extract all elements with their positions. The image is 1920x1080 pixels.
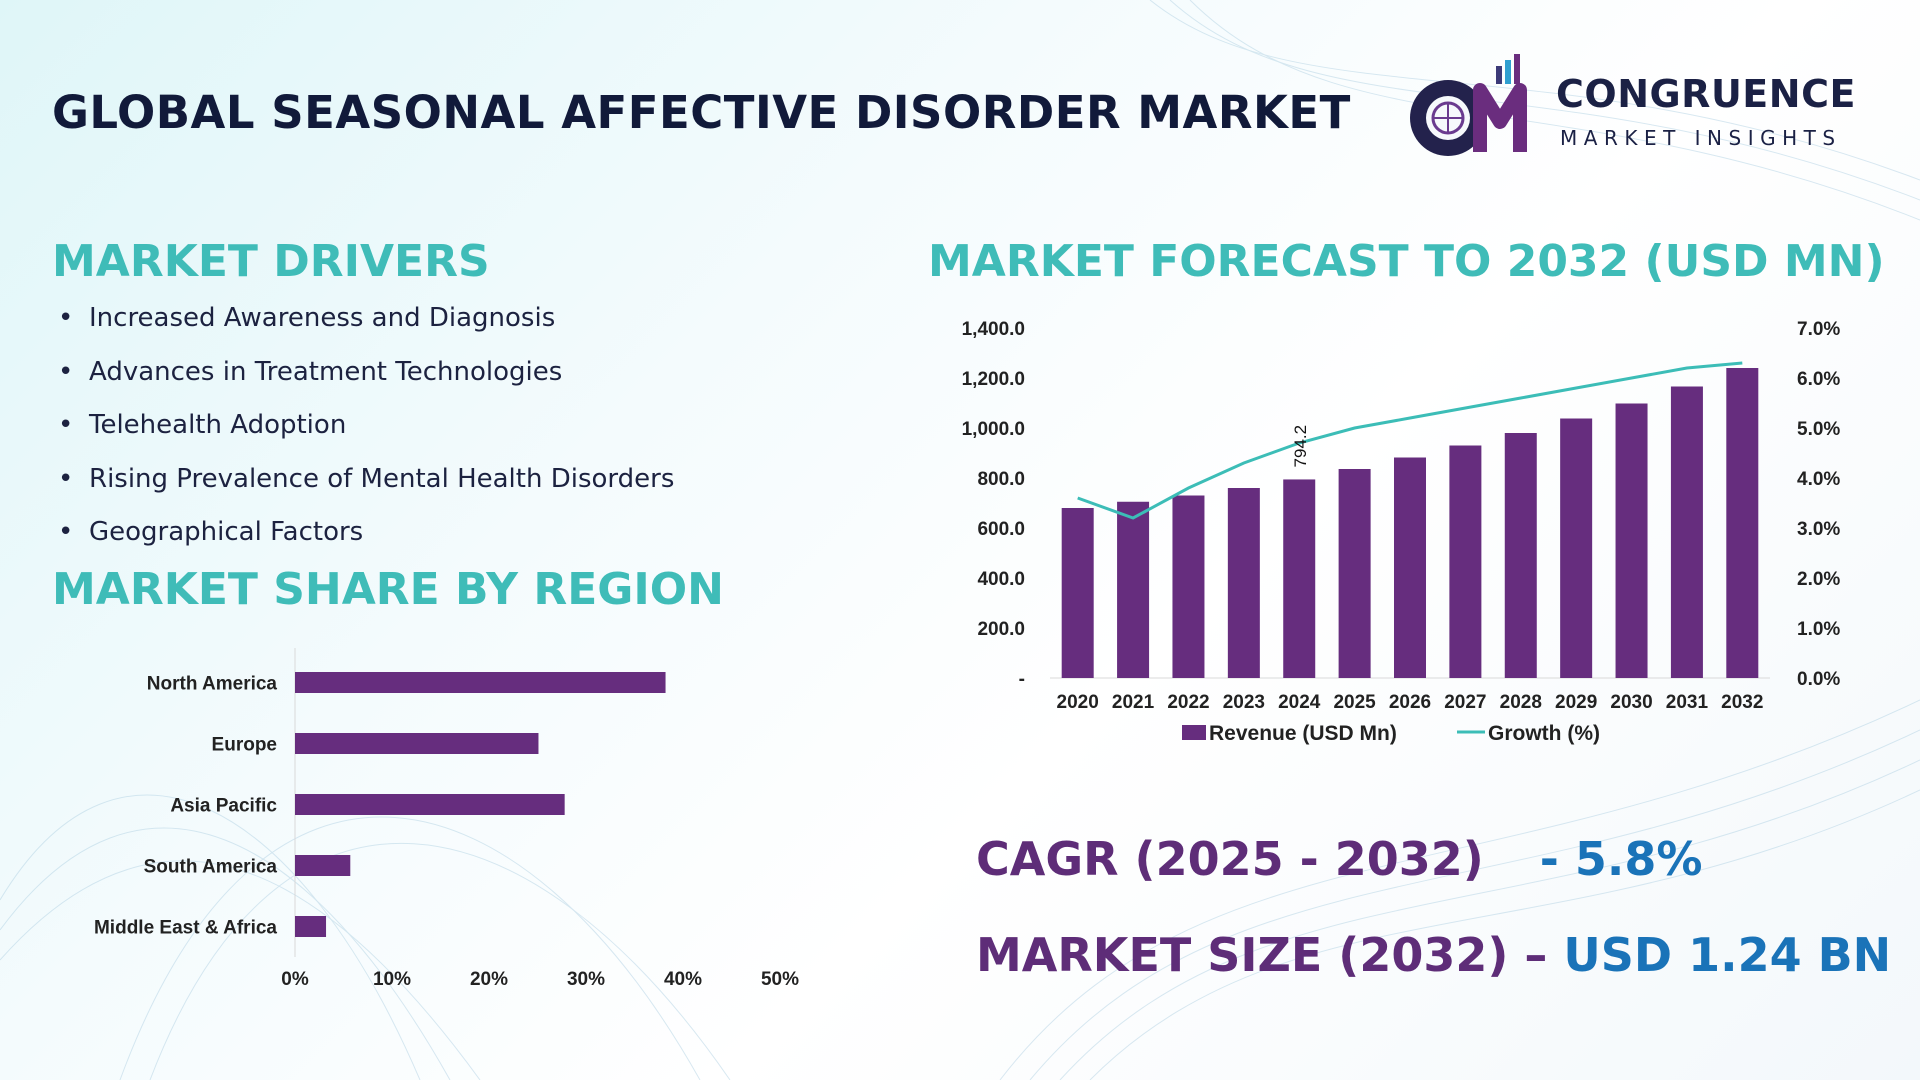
category-label: Europe (212, 735, 277, 756)
x-tick-label: 2027 (1444, 692, 1486, 713)
y-left-tick-label: 200.0 (977, 619, 1025, 640)
y-right-tick-label: 7.0% (1797, 319, 1840, 340)
x-tick-label: 2025 (1333, 692, 1376, 713)
bar (295, 916, 327, 937)
y-right-tick-label: 2.0% (1797, 569, 1840, 590)
bullet: • (58, 356, 74, 387)
x-tick-label: 2020 (1057, 692, 1099, 713)
y-left-tick-label: 1,000.0 (962, 419, 1025, 440)
x-tick-label: 2031 (1666, 692, 1709, 713)
x-tick-label: 20% (470, 969, 508, 990)
y-right-tick-label: 3.0% (1797, 519, 1840, 540)
y-right-tick-label: 0.0% (1797, 669, 1840, 690)
bar (1172, 495, 1205, 678)
x-tick-label: 2029 (1555, 692, 1597, 713)
list-item: • Geographical Factors (58, 514, 674, 568)
logo-mark-icon (1410, 54, 1527, 156)
y-left-tick-label: 1,200.0 (962, 369, 1025, 390)
category-label: Asia Pacific (170, 796, 277, 817)
bar (295, 855, 351, 876)
y-right-tick-label: 4.0% (1797, 469, 1840, 490)
cagr-label: CAGR (2025 - 2032) (976, 832, 1484, 886)
driver-label: Advances in Treatment Technologies (89, 356, 563, 387)
bar (295, 733, 539, 754)
market-size-label: MARKET SIZE (2032) – (976, 928, 1548, 982)
y-right-tick-label: 6.0% (1797, 369, 1840, 390)
cagr-value: - 5.8% (1539, 832, 1703, 886)
forecast-heading: MARKET FORECAST TO 2032 (USD MN) (928, 236, 1885, 287)
x-tick-label: 2022 (1167, 692, 1209, 713)
driver-label: Increased Awareness and Diagnosis (89, 303, 556, 333)
bar (1615, 403, 1648, 678)
market-size-value: USD 1.24 BN (1563, 928, 1892, 982)
data-label: 794.2 (1291, 425, 1310, 468)
category-label: South America (144, 857, 278, 878)
bar (1061, 508, 1094, 678)
logo: CONGRUENCE MARKET INSIGHTS (1400, 52, 1870, 162)
driver-label: Geographical Factors (89, 517, 364, 547)
x-tick-label: 40% (664, 969, 702, 990)
logo-tagline: MARKET INSIGHTS (1560, 126, 1842, 150)
cagr-stat: CAGR (2025 - 2032) - 5.8% (976, 832, 1702, 886)
bar (1504, 433, 1537, 678)
forecast-chart: - 200.0 400.0 600.0 800.0 1,000.0 1,200.0 1,400… (962, 319, 1841, 745)
bullet: • (58, 517, 74, 547)
bar (1338, 469, 1371, 678)
bar (1283, 479, 1316, 678)
category-label: Middle East & Africa (94, 918, 277, 939)
bar (1670, 386, 1703, 678)
y-left-tick-label: - (1019, 669, 1025, 690)
x-tick-label: 30% (567, 969, 605, 990)
y-left-tick-label: 400.0 (977, 569, 1025, 590)
y-left-tick-label: 800.0 (977, 469, 1025, 490)
list-item: • Increased Awareness and Diagnosis (58, 300, 674, 354)
region-share-chart: North America Europe Asia Pacific South Ame… (94, 648, 799, 990)
bar (295, 794, 565, 815)
legend-label-revenue: Revenue (USD Mn) (1209, 722, 1397, 745)
x-tick-label: 10% (373, 969, 411, 990)
bar (295, 672, 666, 693)
drivers-list: • Increased Awareness and Diagnosis • Adva… (58, 300, 674, 568)
page-title: GLOBAL SEASONAL AFFECTIVE DISORDER MARKE… (52, 86, 1351, 139)
bar (1726, 368, 1759, 678)
logo-name: CONGRUENCE (1556, 72, 1856, 116)
market-size-stat: MARKET SIZE (2032) – USD 1.24 BN (976, 928, 1891, 982)
bar (1449, 445, 1482, 678)
bullet: • (58, 410, 74, 440)
list-item: • Telehealth Adoption (58, 407, 674, 461)
drivers-heading: MARKET DRIVERS (52, 236, 490, 287)
bar (1117, 501, 1150, 678)
x-tick-label: 2021 (1112, 692, 1155, 713)
bullet: • (58, 303, 74, 333)
x-tick-label: 0% (281, 969, 309, 990)
y-right-tick-label: 1.0% (1797, 619, 1840, 640)
y-left-tick-label: 600.0 (977, 519, 1025, 540)
bar (1227, 488, 1260, 678)
region-heading: MARKET SHARE BY REGION (52, 564, 724, 615)
x-tick-label: 2032 (1721, 692, 1763, 713)
x-tick-label: 2030 (1610, 692, 1652, 713)
bar (1394, 457, 1426, 678)
category-label: North America (147, 674, 278, 695)
driver-label: Telehealth Adoption (89, 410, 347, 440)
y-right-tick-label: 5.0% (1797, 419, 1840, 440)
legend-swatch-revenue (1182, 725, 1206, 740)
bullet: • (58, 463, 74, 494)
driver-label: Rising Prevalence of Mental Health Disor… (89, 463, 675, 494)
x-tick-label: 2028 (1500, 692, 1542, 713)
x-tick-label: 2024 (1278, 692, 1321, 713)
x-tick-label: 50% (761, 969, 799, 990)
growth-line (1077, 361, 1743, 520)
legend-label-growth: Growth (%) (1488, 722, 1600, 745)
x-tick-label: 2023 (1223, 692, 1265, 713)
y-left-tick-label: 1,400.0 (962, 319, 1025, 340)
list-item: • Rising Prevalence of Mental Health Diso… (58, 461, 674, 515)
x-tick-label: 2026 (1389, 692, 1431, 713)
list-item: • Advances in Treatment Technologies (58, 354, 674, 408)
bar (1560, 418, 1593, 678)
